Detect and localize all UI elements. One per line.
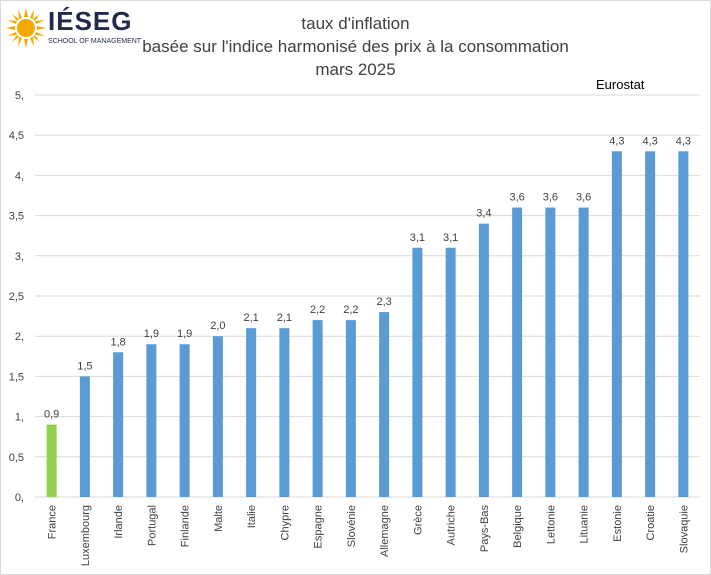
bar-irlande [113, 352, 124, 497]
bar-lituanie [578, 207, 589, 497]
data-label: 3,1 [443, 232, 458, 244]
x-tick-label: Luxembourg [80, 505, 92, 566]
x-tick-label: Irlande [113, 505, 125, 539]
data-label: 3,6 [543, 192, 558, 204]
y-tick-label: 0, [15, 492, 24, 504]
data-label: 2,1 [277, 312, 292, 324]
bar-gr-ce [412, 247, 423, 497]
chart-title-line-3: mars 2025 [315, 60, 396, 79]
data-label: 2,2 [310, 304, 325, 316]
sun-logo-icon [6, 8, 46, 48]
data-label: 2,3 [376, 296, 391, 308]
x-tick-label: Belgique [512, 505, 524, 548]
bar-autriche [445, 247, 456, 497]
data-label: 4,3 [642, 135, 657, 147]
y-tick-label: 5, [15, 90, 24, 102]
x-tick-label: Autriche [446, 505, 458, 545]
data-label: 1,5 [77, 360, 92, 372]
gridlines [35, 94, 700, 498]
bar-italie [246, 328, 257, 497]
x-tick-label: Slovaquie [678, 505, 690, 553]
x-tick-label: Italie [246, 505, 258, 528]
x-tick-label: Chypre [279, 505, 291, 540]
y-tick-label: 4, [15, 170, 24, 182]
data-label: 3,6 [576, 192, 591, 204]
bar-slovaquie [678, 151, 689, 497]
bar-slov-nie [345, 320, 356, 497]
data-label: 2,2 [343, 304, 358, 316]
y-tick-label: 4,5 [9, 130, 24, 142]
x-tick-label: Finlande [180, 505, 192, 547]
x-tick-label: Croatie [645, 505, 657, 540]
bar-allemagne [379, 312, 390, 497]
data-label: 3,4 [476, 208, 491, 220]
x-tick-label: Lettonie [545, 505, 557, 544]
data-labels: 0,9 1,5 1,8 1,9 1,9 2,0 2,1 2,1 2,2 2,2 2,3 3,1 3,1 3… [44, 135, 691, 420]
bar-croatie [645, 151, 656, 497]
source-label: Eurostat [596, 77, 645, 92]
y-tick-label: 3, [15, 251, 24, 263]
ieseg-logo: IÉSEG SCHOOL OF MANAGEMENT [6, 6, 141, 50]
bar-belgique [512, 207, 523, 497]
bars [46, 151, 689, 497]
data-label: 1,9 [177, 328, 192, 340]
data-label: 2,0 [210, 320, 225, 332]
bar-pays-bas [478, 223, 489, 497]
x-tick-label: Portugal [146, 505, 158, 546]
logo-subtitle: SCHOOL OF MANAGEMENT [48, 38, 142, 45]
y-tick-label: 1,5 [9, 371, 24, 383]
y-tick-label: 3,5 [9, 211, 24, 223]
x-tick-label: Estonie [612, 505, 624, 542]
bar-france [46, 424, 57, 497]
bar-malte [212, 336, 223, 497]
data-label: 4,3 [676, 135, 691, 147]
x-tick-label: Grèce [412, 505, 424, 535]
x-tick-label: Malte [213, 505, 225, 532]
bar-finlande [179, 344, 190, 497]
data-label: 1,8 [110, 336, 125, 348]
bar-portugal [146, 344, 157, 497]
bar-luxembourg [79, 376, 90, 497]
x-tick-label: Espagne [313, 505, 325, 548]
y-tick-label: 2, [15, 331, 24, 343]
data-label: 3,1 [410, 232, 425, 244]
x-tick-label: Allemagne [379, 505, 391, 557]
y-tick-label: 0,5 [9, 452, 24, 464]
data-label: 3,6 [509, 192, 524, 204]
chart-title: taux d'inflation basée sur l'indice harm… [0, 12, 711, 81]
chart-title-line-1: taux d'inflation [301, 14, 410, 33]
x-tick-label: Pays-Bas [479, 505, 491, 553]
bar-estonie [611, 151, 622, 497]
x-tick-label: Slovénie [346, 505, 358, 547]
y-tick-label: 1, [15, 412, 24, 424]
data-label: 4,3 [609, 135, 624, 147]
chart-title-line-2: basée sur l'indice harmonisé des prix à … [142, 37, 569, 56]
bar-chypre [279, 328, 290, 497]
y-tick-label: 2,5 [9, 291, 24, 303]
logo-wordmark: IÉSEG [48, 6, 133, 36]
data-label: 0,9 [44, 409, 59, 421]
x-tick-label: France [47, 505, 59, 539]
bar-lettonie [545, 207, 556, 497]
bar-espagne [312, 320, 323, 497]
data-label: 2,1 [243, 312, 258, 324]
x-axis-labels: France Luxembourg Irlande Portugal Finlande M… [47, 505, 691, 567]
y-axis-ticks: 0, 0,5 1, 1,5 2, 2,5 3, 3,5 4, 4,5 5, [9, 90, 24, 504]
x-tick-label: Lituanie [579, 505, 591, 544]
data-label: 1,9 [144, 328, 159, 340]
